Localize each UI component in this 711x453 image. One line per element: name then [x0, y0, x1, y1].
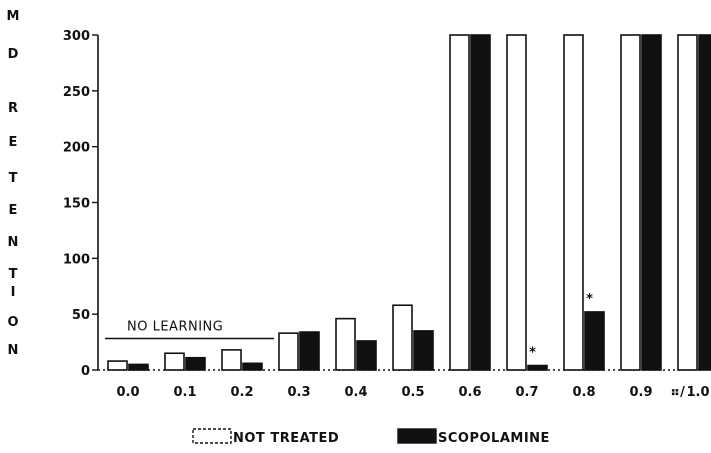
bar-not-treated — [563, 34, 584, 371]
y-tick-label: 0 — [81, 364, 90, 379]
y-axis-label-letter: D — [8, 47, 19, 62]
legend-swatch-scopolamine — [397, 428, 437, 444]
bar-scopolamine — [185, 356, 206, 371]
y-axis-label-letter: T — [9, 171, 18, 186]
x-tick-label: 1.0 — [686, 385, 709, 400]
significance-marker: * — [529, 346, 536, 361]
x-tick-label: 0.4 — [344, 385, 367, 400]
y-axis: 0 50 100 150 200 250 300 — [63, 29, 99, 379]
bar-scopolamine — [413, 330, 434, 371]
x-tick-label: 0.9 — [629, 385, 652, 400]
y-tick-label: 50 — [72, 308, 90, 323]
bar-not-treated — [620, 34, 641, 371]
bar-not-treated — [278, 332, 299, 371]
bar-not-treated — [221, 349, 242, 371]
bar-not-treated — [677, 34, 698, 371]
y-axis-label-letter: M — [7, 9, 20, 24]
x-tick-label: 0.7 — [515, 385, 538, 400]
x-tick-label: 0.3 — [287, 385, 310, 400]
bar-not-treated — [107, 360, 128, 371]
x-tick-label: 0.2 — [230, 385, 253, 400]
bar-not-treated — [335, 317, 356, 371]
bar-scopolamine — [527, 364, 548, 371]
y-axis-label-letter: T — [9, 267, 18, 282]
y-axis-label-letter: N — [8, 343, 19, 358]
y-axis-label-letter: N — [8, 235, 19, 250]
x-tick-label: 0.0 — [116, 385, 139, 400]
x-tick-label: 0.5 — [401, 385, 424, 400]
y-axis-label-letter: O — [7, 315, 18, 330]
x-tick-label: 0.8 — [572, 385, 595, 400]
x-tick-label: 0.1 — [173, 385, 196, 400]
significance-marker: * — [586, 292, 593, 307]
bar-not-treated — [392, 304, 413, 371]
no-learning-annotation: NO LEARNING — [105, 320, 274, 340]
y-tick-label: 200 — [63, 141, 90, 156]
x-tick-label: 0.6 — [458, 385, 481, 400]
legend: NOT TREATED SCOPOLAMINE — [192, 428, 550, 446]
bar-not-treated — [164, 352, 185, 371]
bar-not-treated — [506, 34, 527, 371]
x-axis-tail-label: ⠶/ — [670, 385, 685, 400]
bar-scopolamine — [242, 362, 263, 371]
bar-scopolamine — [356, 340, 377, 371]
bar-not-treated — [449, 34, 470, 371]
bar-scopolamine — [584, 311, 605, 371]
y-axis-label-letter: E — [9, 203, 18, 218]
bar-scopolamine — [641, 34, 662, 371]
bar-scopolamine — [698, 34, 711, 371]
bar-scopolamine — [128, 363, 149, 371]
legend-label-scopolamine: SCOPOLAMINE — [438, 431, 550, 446]
legend-swatch-not-treated — [192, 428, 232, 444]
x-axis: 0.0 0.1 0.2 0.3 0.4 0.5 0.6 0.7 0.8 0.9 1.0⠶/ — [98, 369, 710, 400]
y-tick-label: 250 — [63, 85, 90, 100]
y-tick-label: 100 — [63, 252, 90, 267]
y-axis-label-letter: E — [9, 135, 18, 150]
bar-scopolamine — [470, 34, 491, 371]
bar-scopolamine — [299, 331, 320, 371]
no-learning-label: NO LEARNING — [127, 320, 223, 335]
legend-label-not-treated: NOT TREATED — [233, 431, 339, 446]
y-axis-label-letter: I — [11, 285, 16, 300]
bars: ** — [107, 34, 711, 371]
y-axis-label-letter: R — [8, 101, 18, 116]
y-tick-label: 150 — [63, 197, 90, 212]
y-tick-label: 300 — [63, 29, 90, 44]
